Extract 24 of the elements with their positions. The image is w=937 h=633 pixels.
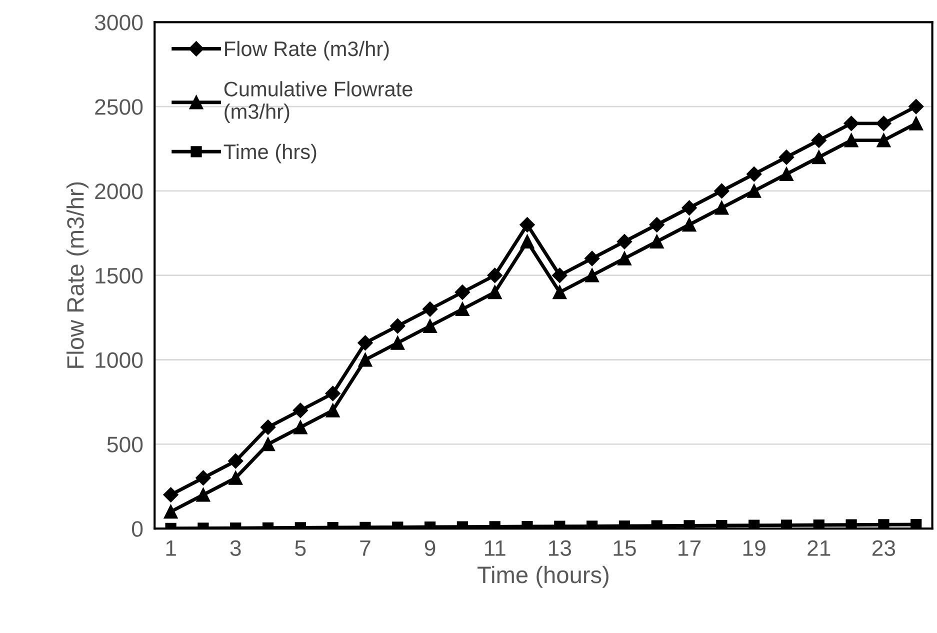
y-tick-label: 1500: [96, 268, 143, 284]
x-tick-label: 15: [614, 540, 636, 556]
x-tick-label: 3: [230, 540, 241, 556]
x-tick-label: 11: [485, 540, 506, 556]
x-tick-label: 5: [295, 540, 306, 556]
y-tick-label: 2500: [95, 99, 143, 115]
y-tick-label: 3000: [94, 14, 143, 30]
x-tick-label: 13: [549, 540, 572, 556]
x-tick-label: 9: [424, 540, 436, 556]
x-tick-label: 17: [678, 540, 701, 556]
x-tick-label: 1: [166, 540, 176, 556]
y-tick-label: 2000: [95, 183, 143, 200]
x-tick-label: 23: [872, 540, 896, 556]
y-axis-title: Flow Rate (m3/hr): [66, 182, 88, 368]
legend-label: Cumulative Flowrate (m3/hr): [224, 81, 412, 124]
y-tick-label: 500: [107, 436, 143, 452]
y-tick-label: 0: [132, 521, 143, 537]
y-tick-label: 1000: [96, 352, 143, 368]
x-tick-label: 7: [360, 540, 370, 556]
legend-label: Flow Rate (m3/hr): [225, 40, 389, 60]
legend-label: Time (hrs): [224, 144, 316, 164]
x-axis-title: Time (hours): [478, 566, 608, 588]
x-tick-label: 19: [743, 540, 766, 556]
x-tick-label: 21: [808, 540, 830, 556]
